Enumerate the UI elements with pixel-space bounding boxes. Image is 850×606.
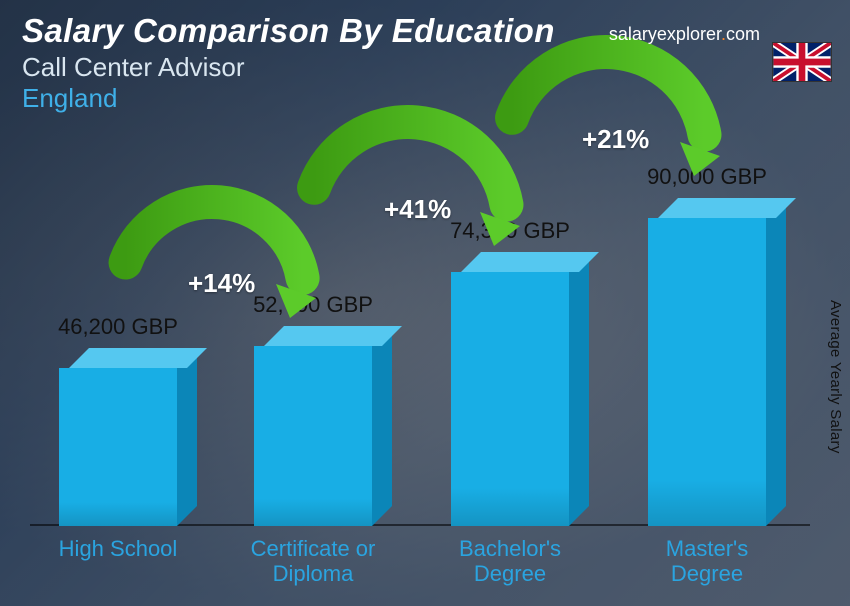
chart-title: Salary Comparison By Education xyxy=(22,12,555,50)
brand-label: salaryexplorer.com xyxy=(609,24,760,45)
yaxis-label: Average Yearly Salary xyxy=(827,300,844,454)
increase-arc xyxy=(314,122,506,205)
chart-subtitle: Call Center Advisor xyxy=(22,52,555,83)
brand-pre: salaryexplorer xyxy=(609,24,721,44)
brand-suf: com xyxy=(726,24,760,44)
chart-header: Salary Comparison By Education Call Cent… xyxy=(22,12,555,114)
uk-flag-icon xyxy=(772,42,832,82)
increase-arc xyxy=(126,202,303,278)
chart-location: England xyxy=(22,83,555,114)
